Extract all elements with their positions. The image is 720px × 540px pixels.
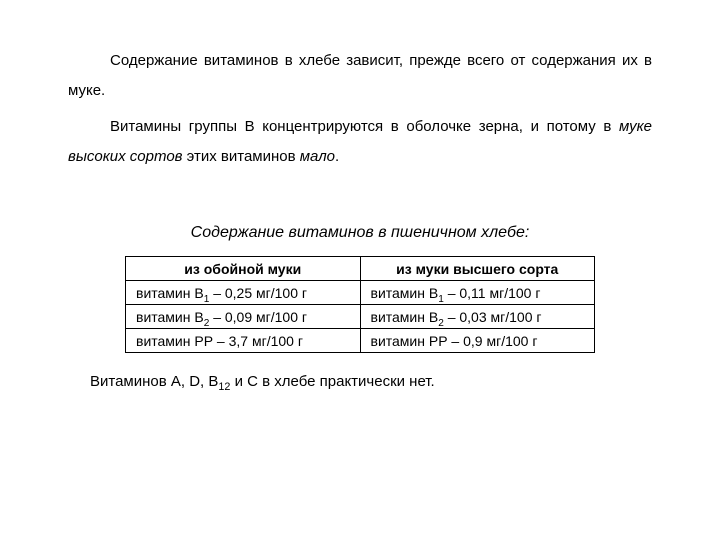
- table-row: витамин РР – 3,7 мг/100 г витамин РР – 0…: [126, 329, 595, 353]
- vitamins-table: из обойной муки из муки высшего сорта ви…: [125, 256, 595, 353]
- table-header-row: из обойной муки из муки высшего сорта: [126, 257, 595, 281]
- table-row: витамин В2 – 0,09 мг/100 г витамин В2 – …: [126, 305, 595, 329]
- paragraph-2-text-a: Витамины группы В концентрируются в обол…: [110, 118, 619, 135]
- footnote-sub: 12: [218, 381, 230, 393]
- table-cell: витамин РР – 3,7 мг/100 г: [126, 329, 361, 353]
- table-header-col2: из муки высшего сорта: [360, 257, 595, 281]
- footnote-text-b: и С в хлебе практически нет.: [230, 373, 434, 390]
- paragraph-2: Витамины группы В концентрируются в обол…: [68, 112, 652, 172]
- cell-text: витамин РР – 0,9 мг/100 г: [371, 333, 538, 349]
- cell-text: – 0,09 мг/100 г: [209, 309, 307, 325]
- cell-text: – 0,25 мг/100 г: [209, 285, 307, 301]
- footnote-text-a: Витаминов А, D, В: [90, 373, 218, 390]
- table-header-col1: из обойной муки: [126, 257, 361, 281]
- paragraph-1: Содержание витаминов в хлебе зависит, пр…: [68, 46, 652, 106]
- table-cell: витамин РР – 0,9 мг/100 г: [360, 329, 595, 353]
- table-cell: витамин В2 – 0,03 мг/100 г: [360, 305, 595, 329]
- paragraph-1-text: Содержание витаминов в хлебе зависит, пр…: [68, 52, 652, 99]
- table-cell: витамин В1 – 0,11 мг/100 г: [360, 281, 595, 305]
- paragraph-2-text-c: .: [335, 148, 339, 165]
- cell-text: витамин В: [371, 309, 439, 325]
- table-cell: витамин В1 – 0,25 мг/100 г: [126, 281, 361, 305]
- cell-text: – 0,03 мг/100 г: [444, 309, 542, 325]
- cell-text: витамин РР – 3,7 мг/100 г: [136, 333, 303, 349]
- cell-text: витамин В: [136, 285, 204, 301]
- table-subtitle: Содержание витаминов в пшеничном хлебе:: [68, 224, 652, 242]
- paragraph-2-text-b: этих витаминов: [183, 148, 300, 165]
- paragraph-2-em2: мало: [300, 148, 335, 165]
- table-row: витамин В1 – 0,25 мг/100 г витамин В1 – …: [126, 281, 595, 305]
- cell-text: витамин В: [371, 285, 439, 301]
- footnote: Витаминов А, D, В12 и С в хлебе практиче…: [90, 373, 652, 390]
- cell-text: – 0,11 мг/100 г: [444, 285, 541, 301]
- cell-text: витамин В: [136, 309, 204, 325]
- table-cell: витамин В2 – 0,09 мг/100 г: [126, 305, 361, 329]
